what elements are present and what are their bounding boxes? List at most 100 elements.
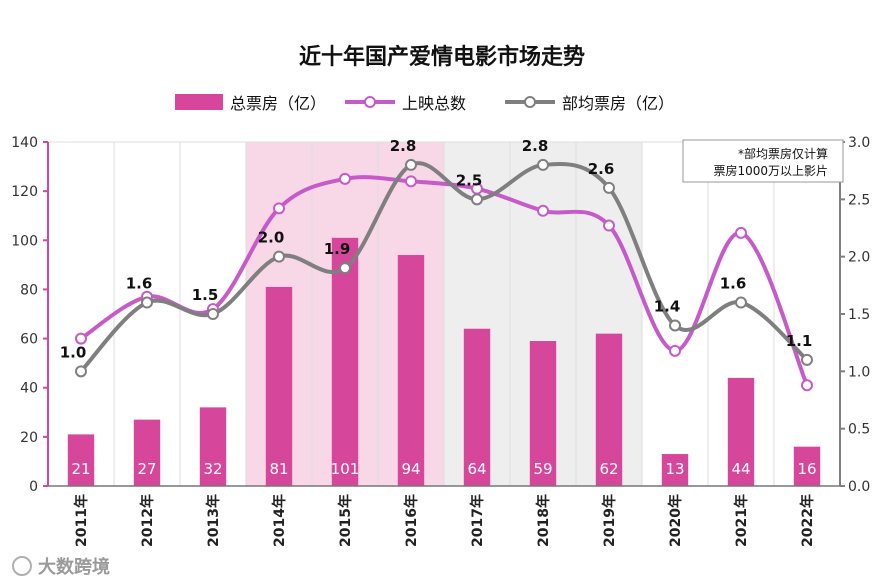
point-average	[537, 158, 549, 171]
point-releases	[669, 344, 681, 357]
y-left-tick-label: 120	[11, 184, 38, 200]
average-value-label: 2.0	[258, 229, 285, 247]
bar-value-label: 64	[467, 460, 486, 478]
bar	[463, 328, 491, 486]
bar-value-label: 16	[797, 460, 816, 478]
x-tick-label: 2015年	[337, 494, 354, 547]
watermark-text: 大数跨境	[38, 556, 110, 578]
y-left-tick-label: 20	[20, 430, 38, 446]
y-left-tick-label: 100	[11, 233, 38, 249]
average-value-label: 1.9	[324, 240, 351, 258]
axes: 0 20 40 60 80 100 120 140 0.0 0.5 1.0 1.5 2.0 2.5 3.0 2…	[11, 135, 870, 547]
x-tick-label: 2013年	[205, 494, 222, 547]
data-labels: 21 27 32 81 101 94 64 59 62 13 44 16 1.0 1.6 1.5 2.0 1.9…	[60, 137, 817, 478]
bar-value-label: 62	[599, 460, 618, 478]
y-left-tick-label: 80	[20, 282, 38, 298]
watermark-logo-icon	[12, 556, 32, 576]
y-right-tick-label: 2.5	[848, 192, 870, 208]
x-tick-label: 2019年	[601, 494, 618, 547]
legend-label-average: 部均票房（亿）	[562, 94, 674, 113]
legend-marker-releases	[364, 96, 376, 108]
y-right-tick-label: 2.0	[848, 250, 870, 266]
note-box-frame	[682, 139, 844, 183]
bar-value-label: 44	[731, 460, 750, 478]
x-tick-label: 2017年	[469, 494, 486, 547]
bar-value-label: 21	[71, 460, 90, 478]
x-tick-label: 2012年	[139, 494, 156, 547]
average-value-label: 2.5	[456, 171, 483, 189]
point-average	[471, 193, 483, 206]
x-tick-label: 2018年	[535, 494, 552, 547]
bar-value-label: 27	[137, 460, 156, 478]
bar-value-label: 59	[533, 460, 552, 478]
point-average	[801, 353, 813, 366]
bar	[727, 377, 755, 486]
bar-value-label: 32	[203, 460, 222, 478]
average-value-label: 1.5	[192, 286, 219, 304]
point-average	[207, 308, 219, 320]
point-average	[141, 296, 153, 309]
bar	[67, 434, 95, 486]
average-value-label: 2.8	[522, 137, 549, 155]
bar-value-label: 81	[269, 460, 288, 478]
line-series	[75, 158, 813, 392]
y-right-tick-label: 1.5	[848, 307, 870, 323]
chart-title: 近十年国产爱情电影市场走势	[299, 44, 585, 70]
bar	[595, 333, 623, 486]
bar	[133, 419, 161, 486]
y-left-tick-label: 140	[11, 135, 38, 151]
x-tick-label: 2014年	[271, 494, 288, 547]
y-right-tick-label: 1.0	[848, 364, 870, 380]
point-releases	[735, 226, 747, 239]
bar-series	[67, 237, 821, 486]
point-average	[669, 319, 681, 332]
note-box: *部均票房仅计算 票房1000万以上影片	[682, 139, 844, 183]
legend-label-releases: 上映总数	[402, 94, 466, 113]
bar-value-label: 13	[665, 460, 684, 478]
point-average	[75, 365, 87, 378]
bar	[793, 446, 821, 486]
point-releases	[537, 204, 549, 217]
bar	[199, 407, 227, 486]
y-left-tick-label: 0	[29, 479, 38, 495]
average-value-label: 1.6	[720, 275, 747, 293]
x-tick-label: 2011年	[73, 494, 90, 547]
watermark: 大数跨境	[12, 556, 110, 578]
bar	[331, 237, 359, 486]
average-value-label: 2.8	[390, 137, 417, 155]
legend: 总票房（亿） 上映总数 部均票房（亿）	[175, 94, 674, 113]
legend-label-box-office: 总票房（亿）	[230, 94, 326, 113]
point-average	[405, 158, 417, 171]
y-right-tick-label: 0.5	[848, 422, 870, 438]
x-tick-label: 2020年	[667, 494, 684, 547]
legend-swatch-bars	[175, 94, 223, 110]
average-value-label: 1.0	[60, 343, 87, 361]
average-value-label: 1.6	[126, 275, 153, 293]
x-tick-label: 2016年	[403, 494, 420, 547]
bar	[397, 255, 425, 486]
legend-marker-average	[524, 96, 536, 108]
bar-value-label: 101	[331, 460, 360, 478]
y-left-tick-label: 40	[20, 381, 38, 397]
y-left-tick-label: 60	[20, 332, 38, 348]
y-right-tick-label: 3.0	[848, 135, 870, 151]
average-value-label: 1.1	[786, 332, 813, 350]
x-tick-label: 2021年	[733, 494, 750, 547]
bar	[265, 286, 293, 486]
y-right-tick-label: 0.0	[848, 479, 870, 495]
point-releases	[801, 379, 813, 392]
note-line-2: 票房1000万以上影片	[713, 163, 828, 178]
bar	[529, 341, 557, 486]
point-average	[735, 296, 747, 309]
gridlines	[47, 141, 841, 486]
point-releases	[273, 202, 285, 215]
point-releases	[405, 175, 417, 188]
point-releases	[75, 332, 87, 345]
point-average	[273, 250, 285, 263]
bar	[661, 454, 689, 486]
point-average	[339, 262, 351, 275]
point-releases	[339, 172, 351, 185]
bar-value-label: 94	[401, 460, 420, 478]
average-value-label: 2.6	[588, 160, 615, 178]
